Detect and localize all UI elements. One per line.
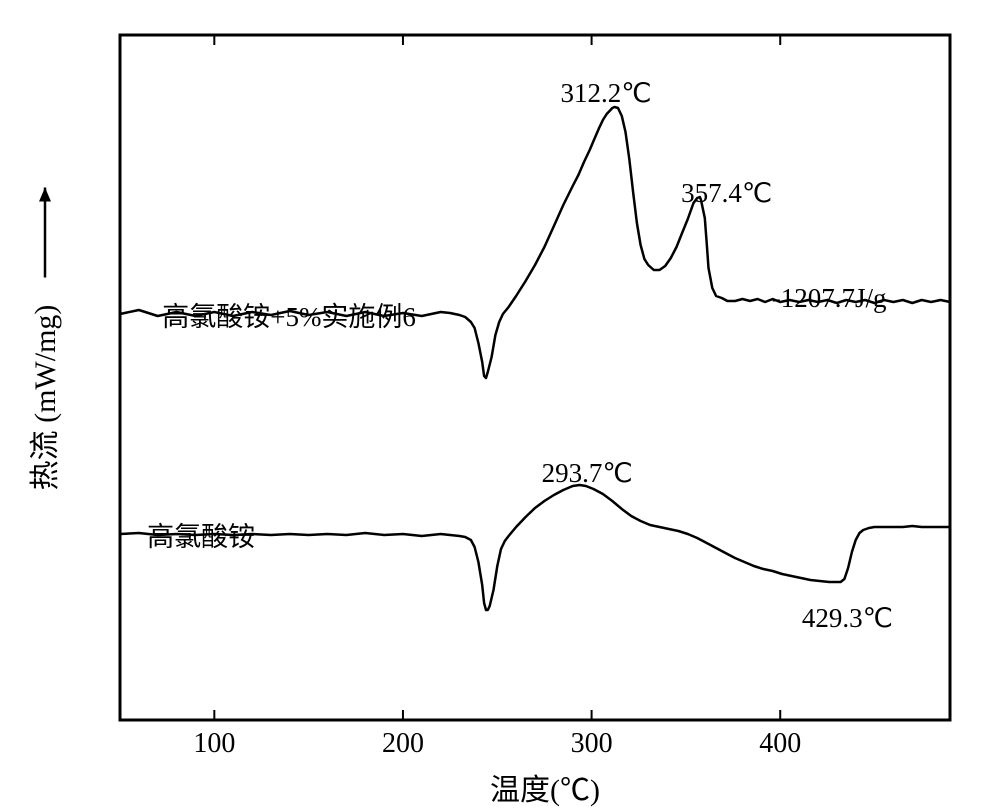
series-label-1: 高氯酸铵 [147,515,255,554]
svg-text:200: 200 [382,728,424,759]
x-axis-label: 温度(℃) [490,765,600,809]
peak-annotation-0-2: -1207.7J/g [772,283,887,314]
svg-text:400: 400 [759,728,801,759]
series-label-0: 高氯酸铵+5%实施例6 [162,295,416,334]
svg-text:300: 300 [571,728,613,759]
peak-annotation-0-0: 312.2℃ [560,78,651,109]
peak-annotation-1-0: 293.7℃ [542,458,633,489]
dsc-chart: 100 200 300 400 热流 (mW/mg) 温度(℃) 高氯酸铵+5%实施例6… [0,0,1000,812]
chart-svg: 100 200 300 400 热流 (mW/mg) [0,0,1000,812]
peak-annotation-1-1: 429.3℃ [802,603,893,634]
svg-text:热流 (mW/mg): 热流 (mW/mg) [29,305,62,491]
svg-text:100: 100 [193,728,235,759]
peak-annotation-0-1: 357.4℃ [681,178,772,209]
